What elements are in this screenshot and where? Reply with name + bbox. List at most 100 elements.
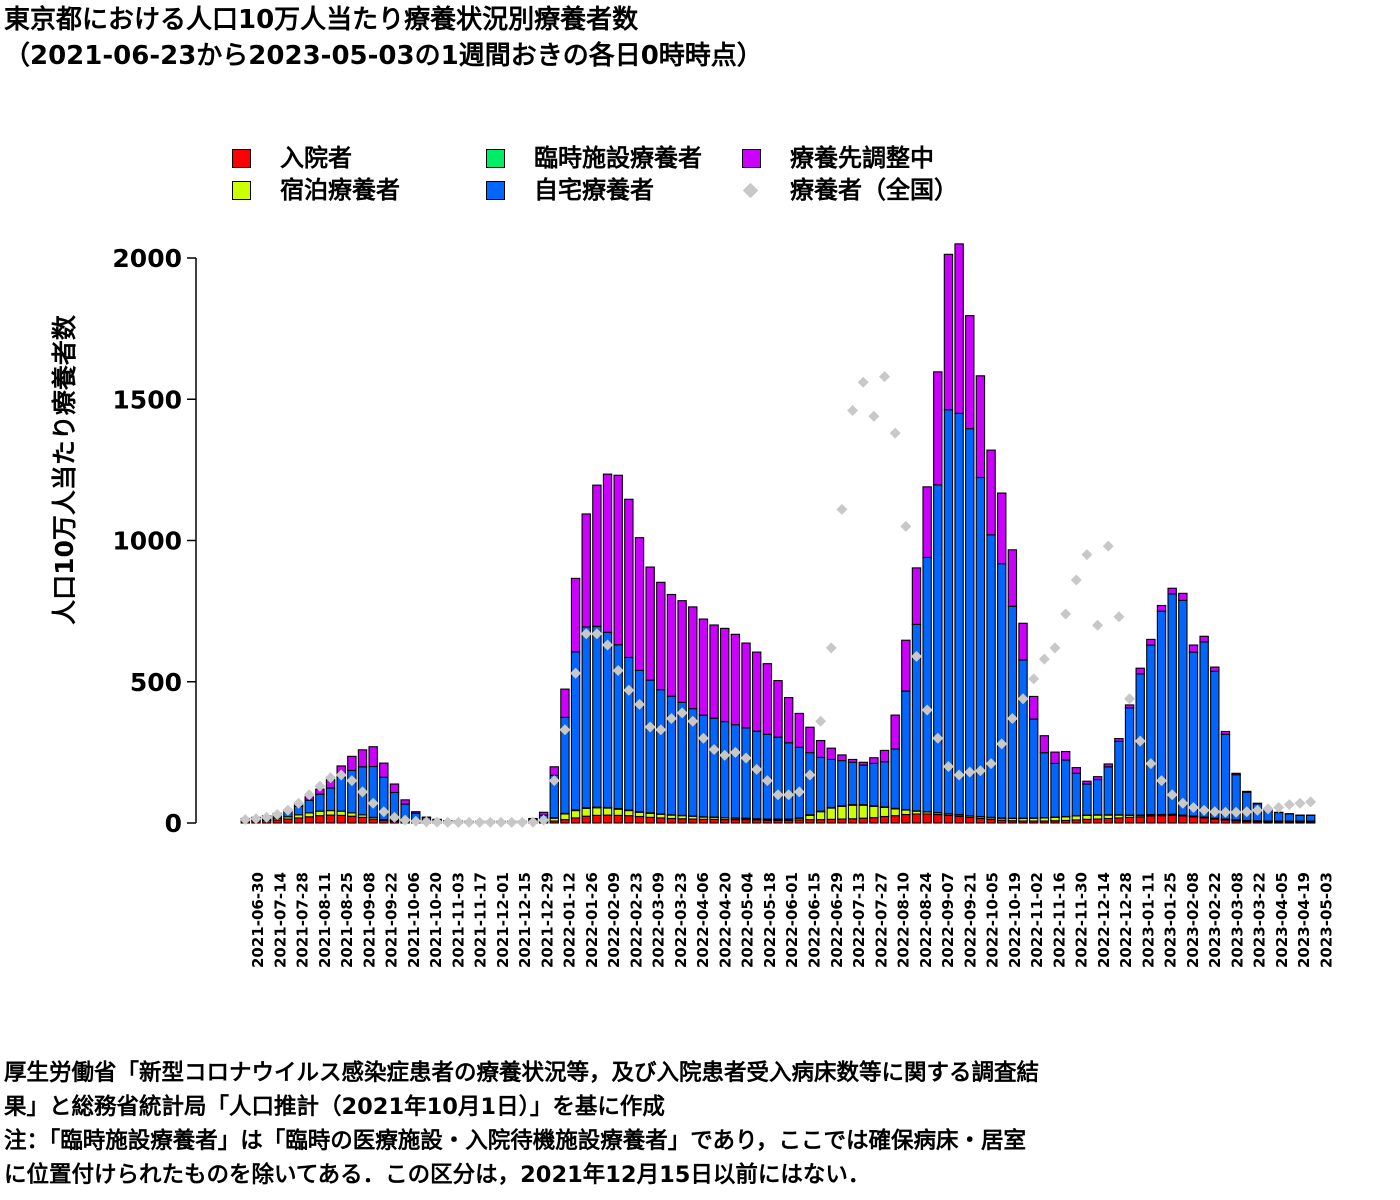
- bar-segment: [783, 697, 794, 744]
- national-dot: [570, 667, 582, 679]
- bar-segment: [1231, 772, 1241, 776]
- x-tick-label: 2022-07-13: [850, 872, 868, 968]
- bar-segment: [656, 689, 666, 815]
- bar-segment: [1295, 814, 1305, 822]
- bar-segment: [805, 752, 815, 816]
- bar-segment: [1082, 780, 1092, 785]
- bar-segment: [602, 814, 613, 824]
- bar-segment: [858, 761, 868, 766]
- bar-segment: [1210, 670, 1220, 819]
- x-tick-label: 2022-04-20: [716, 872, 734, 968]
- bar-segment: [1039, 735, 1050, 754]
- bar-segment: [1028, 718, 1039, 819]
- national-dot: [964, 766, 976, 778]
- bar-segment: [986, 818, 996, 824]
- bar-segment: [954, 412, 964, 816]
- bar-segment: [1284, 813, 1295, 822]
- bar-segment: [858, 817, 868, 824]
- bar-segment: [837, 754, 847, 762]
- national-dot: [1017, 693, 1029, 705]
- bar-segment: [933, 371, 943, 486]
- national-dot: [250, 813, 262, 825]
- national-dot: [1219, 806, 1231, 818]
- bar-segment: [634, 811, 645, 818]
- bar-segment: [581, 807, 591, 817]
- bar-segment: [847, 758, 858, 763]
- national-dot: [1166, 789, 1178, 801]
- bar-segment: [879, 815, 890, 824]
- national-dot: [729, 746, 741, 758]
- y-tick-label: 1000: [112, 527, 182, 556]
- national-dot: [974, 765, 986, 777]
- bar-segment: [837, 818, 847, 824]
- x-tick-label: 2021-11-17: [472, 872, 490, 968]
- x-tick-label: 2021-10-20: [427, 872, 445, 968]
- bar-segment: [315, 793, 325, 812]
- bar-segment: [773, 736, 783, 820]
- national-dot: [1187, 801, 1199, 813]
- bar-segment: [368, 818, 378, 824]
- bar-segment: [315, 815, 325, 824]
- bar-segment: [613, 474, 623, 646]
- note-line-1: 注：「臨時施設療養者」は「臨時の医療施設・入院待機施設療養者」であり，ここでは確…: [4, 1128, 1026, 1154]
- national-dot: [388, 811, 400, 823]
- y-axis-label: 人口10万人当たり療養者数: [50, 314, 79, 625]
- bar-segment: [1092, 814, 1103, 820]
- x-tick-label: 2022-06-29: [828, 872, 846, 968]
- national-dot: [325, 772, 337, 784]
- bar-segment: [901, 690, 911, 811]
- national-dot: [985, 758, 997, 770]
- bar-segment: [975, 375, 986, 479]
- national-dot: [634, 698, 646, 710]
- bar-segment: [1114, 737, 1124, 742]
- bar-segment: [805, 726, 815, 754]
- bar-segment: [826, 758, 836, 809]
- bar-segment: [677, 818, 687, 824]
- national-dot: [1049, 642, 1061, 654]
- bar-segment: [1146, 638, 1156, 646]
- national-dot: [506, 816, 518, 828]
- bar-segment: [847, 761, 858, 806]
- x-tick-label: 2022-11-30: [1073, 872, 1091, 968]
- legend-label: 療養先調整中: [790, 144, 934, 172]
- bar-segment: [890, 815, 900, 824]
- bar-segment: [581, 626, 591, 809]
- national-dot: [357, 786, 369, 798]
- national-dot: [857, 376, 869, 388]
- chart-title-line-1: 東京都における人口10万人当たり療養状況別療養者数: [4, 5, 639, 35]
- x-tick-label: 2022-03-23: [672, 872, 690, 968]
- national-dot: [1006, 712, 1018, 724]
- x-tick-label: 2022-04-06: [694, 872, 712, 968]
- bar-segment: [1050, 751, 1060, 764]
- legend-swatch: [742, 149, 761, 168]
- bar-segment: [1210, 666, 1220, 672]
- bar-segment: [581, 513, 591, 628]
- y-axis: 0 500 1000 1500 2000: [112, 244, 197, 838]
- x-tick-label: 2023-01-25: [1162, 872, 1180, 968]
- national-dot: [346, 775, 358, 787]
- x-tick-label: 2022-03-09: [650, 872, 668, 968]
- bar-segment: [645, 812, 655, 818]
- national-dot: [591, 628, 603, 640]
- bar-segment: [890, 714, 900, 750]
- x-tick-label: 2022-12-14: [1095, 872, 1113, 968]
- x-tick-label: 2022-08-10: [895, 872, 913, 968]
- bar-segment: [613, 814, 623, 824]
- bar-segment: [698, 818, 709, 824]
- national-dot: [910, 650, 922, 662]
- x-tick-label: 2022-05-18: [761, 872, 779, 968]
- bar-segment: [645, 679, 655, 814]
- bar-segment: [773, 680, 783, 738]
- bar-segment: [1305, 814, 1316, 822]
- bar-segment: [336, 814, 346, 824]
- bar-segment: [677, 701, 687, 816]
- national-dot: [303, 789, 315, 801]
- bar-segment: [879, 761, 890, 808]
- bar-segment: [560, 813, 570, 821]
- national-dot: [900, 520, 912, 532]
- bar-segment: [1114, 740, 1124, 816]
- bar-segment: [1007, 605, 1018, 819]
- bar-segment: [869, 817, 879, 824]
- national-dot: [665, 712, 677, 724]
- bar-segment: [592, 484, 602, 627]
